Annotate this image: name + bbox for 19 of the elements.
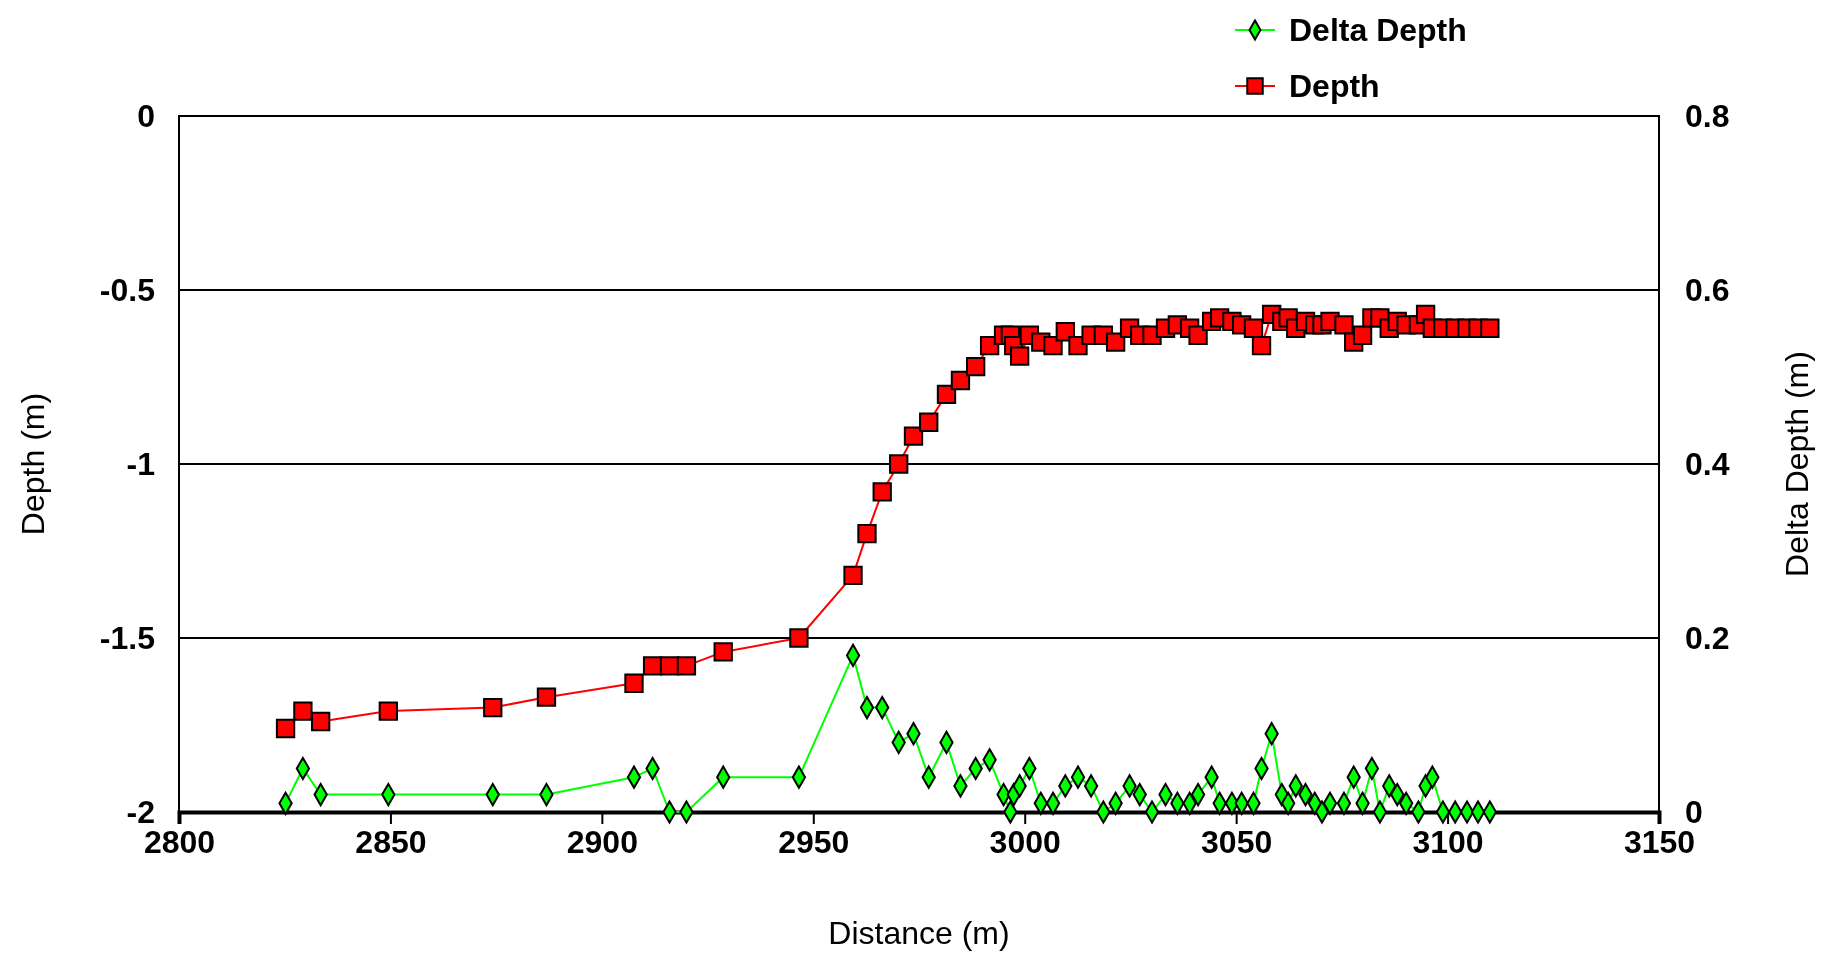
y2-axis-title: Delta Depth (m) xyxy=(1779,351,1815,577)
legend-label: Depth xyxy=(1289,68,1380,105)
x-axis-title: Distance (m) xyxy=(828,915,1010,951)
y2-tick-label: 0.6 xyxy=(1685,271,1730,308)
x-tick-label: 3100 xyxy=(1412,823,1484,860)
x-tick-label: 3000 xyxy=(989,823,1061,860)
y-tick-label: 0 xyxy=(137,97,155,134)
y2-tick-label: 0.2 xyxy=(1685,619,1730,656)
legend-label: Delta Depth xyxy=(1289,12,1467,49)
x-tick-label: 2850 xyxy=(355,823,427,860)
y-tick-label: -1.5 xyxy=(99,619,155,656)
y-tick-label: -0.5 xyxy=(99,271,155,308)
y2-tick-label: 0.8 xyxy=(1685,97,1730,134)
x-tick-label: 2900 xyxy=(566,823,638,860)
y-tick-label: -1 xyxy=(126,445,155,482)
y-axis-title: Depth (m) xyxy=(15,392,51,536)
y2-tick-label: 0.4 xyxy=(1685,445,1730,482)
x-tick-label: 3050 xyxy=(1201,823,1273,860)
x-tick-label: 2950 xyxy=(778,823,850,860)
